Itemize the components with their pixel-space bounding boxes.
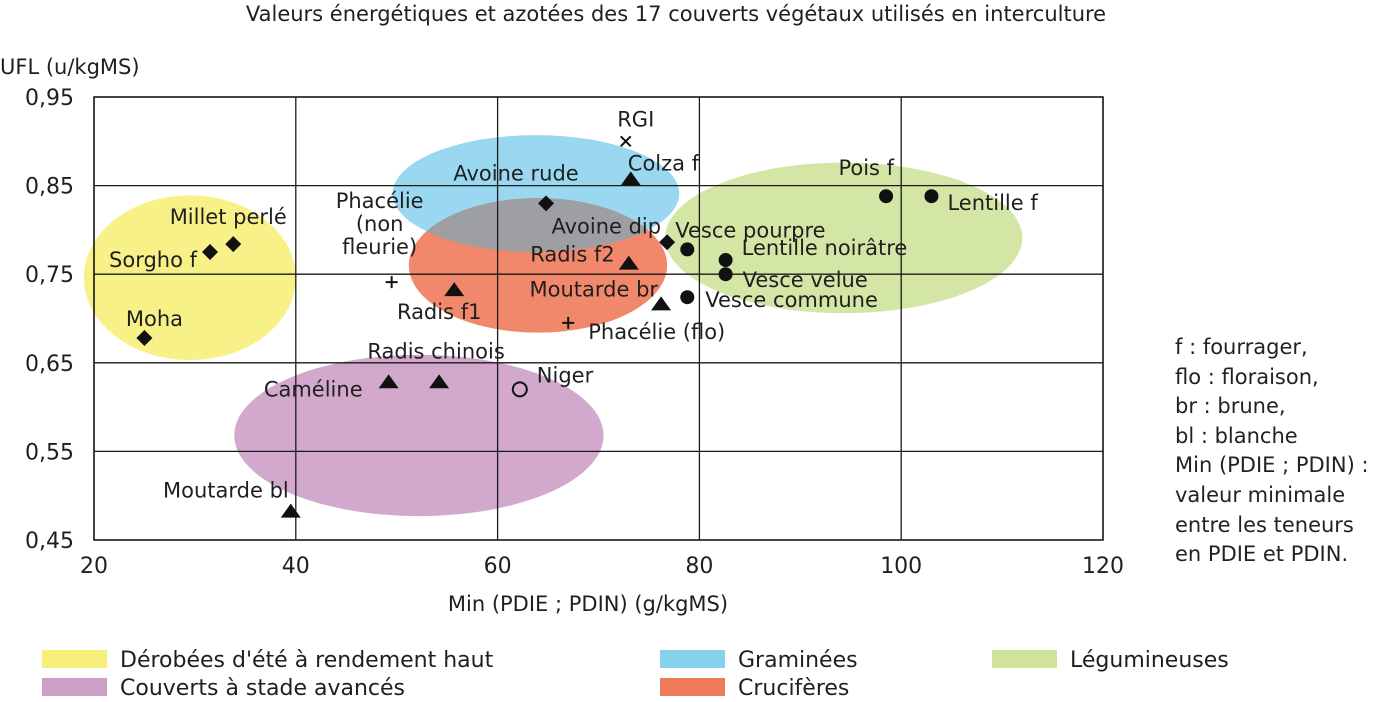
data-point bbox=[719, 253, 733, 267]
point-label: Colza f bbox=[628, 151, 700, 175]
legend-swatch-avance bbox=[42, 678, 107, 696]
x-tick-label: 60 bbox=[484, 554, 512, 579]
x-tick-label: 40 bbox=[282, 554, 310, 579]
y-tick-label: 0,75 bbox=[25, 263, 74, 288]
data-point bbox=[879, 189, 893, 203]
point-label: Lentille f bbox=[947, 191, 1038, 215]
legend-label-ete: Dérobées d'été à rendement haut bbox=[120, 648, 494, 673]
x-tick-label: 120 bbox=[1082, 554, 1124, 579]
point-label: Moha bbox=[126, 307, 183, 331]
data-point bbox=[924, 189, 938, 203]
note-line: entre les teneurs bbox=[1175, 511, 1369, 541]
note-line: bl : blanche bbox=[1175, 422, 1369, 452]
legend-swatch-cruci bbox=[660, 678, 725, 696]
legend-swatch-gram bbox=[660, 650, 725, 668]
point-label: Moutarde br bbox=[530, 277, 659, 301]
point-label: Radis f2 bbox=[530, 243, 615, 267]
point-label: Vesce commune bbox=[705, 288, 878, 312]
legend-label-avance: Couverts à stade avancés bbox=[120, 676, 405, 701]
data-point bbox=[719, 267, 733, 281]
point-label: Phacélie (flo) bbox=[588, 320, 725, 344]
note-line: en PDIE et PDIN. bbox=[1175, 540, 1369, 570]
point-label: Radis chinois bbox=[367, 339, 504, 363]
data-point bbox=[621, 136, 631, 146]
x-tick-label: 80 bbox=[685, 554, 713, 579]
point-label: Avoine dip bbox=[551, 214, 661, 238]
point-label: Caméline bbox=[264, 377, 363, 401]
data-point bbox=[680, 290, 694, 304]
point-label: Avoine rude bbox=[453, 161, 578, 185]
legend-swatch-legum bbox=[992, 650, 1057, 668]
point-label: Niger bbox=[537, 363, 594, 387]
point-label: Phacélie (non fleurie) bbox=[336, 189, 424, 259]
point-label: Millet perlé bbox=[170, 205, 287, 229]
data-point bbox=[281, 504, 301, 518]
point-label: Pois f bbox=[838, 156, 894, 180]
chart-title: Valeurs énergétiques et azotées des 17 c… bbox=[246, 2, 1106, 26]
legend-label-legum: Légumineuses bbox=[1070, 648, 1229, 673]
x-axis-title: Min (PDIE ; PDIN) (g/kgMS) bbox=[448, 592, 728, 616]
note-line: f : fourrager, bbox=[1175, 333, 1369, 363]
data-point bbox=[680, 242, 694, 256]
y-tick-label: 0,65 bbox=[25, 352, 74, 377]
legend-swatch-ete bbox=[42, 650, 107, 668]
legend-label-cruci: Crucifères bbox=[738, 676, 849, 701]
y-tick-label: 0,95 bbox=[25, 86, 74, 111]
point-label: Sorgho f bbox=[109, 248, 198, 272]
note-line: flo : floraison, bbox=[1175, 363, 1369, 393]
point-label: Lentille noirâtre bbox=[742, 236, 908, 260]
y-axis-title: UFL (u/kgMS) bbox=[0, 55, 140, 79]
abbreviation-notes: f : fourrager, flo : floraison, br : bru… bbox=[1175, 333, 1369, 570]
point-label: Moutarde bl bbox=[163, 479, 289, 503]
y-tick-label: 0,55 bbox=[25, 440, 74, 465]
note-line: valeur minimale bbox=[1175, 481, 1369, 511]
note-line: br : brune, bbox=[1175, 392, 1369, 422]
point-label: Radis f1 bbox=[397, 300, 482, 324]
data-point bbox=[386, 276, 398, 288]
legend: Dérobées d'été à rendement haut Couverts … bbox=[42, 648, 1229, 701]
y-tick-label: 0,45 bbox=[25, 529, 74, 554]
point-label: RGI bbox=[617, 107, 654, 131]
legend-label-gram: Graminées bbox=[738, 648, 858, 673]
y-tick-label: 0,85 bbox=[25, 175, 74, 200]
x-tick-label: 100 bbox=[880, 554, 922, 579]
x-tick-label: 20 bbox=[80, 554, 108, 579]
note-line: Min (PDIE ; PDIN) : bbox=[1175, 451, 1369, 481]
